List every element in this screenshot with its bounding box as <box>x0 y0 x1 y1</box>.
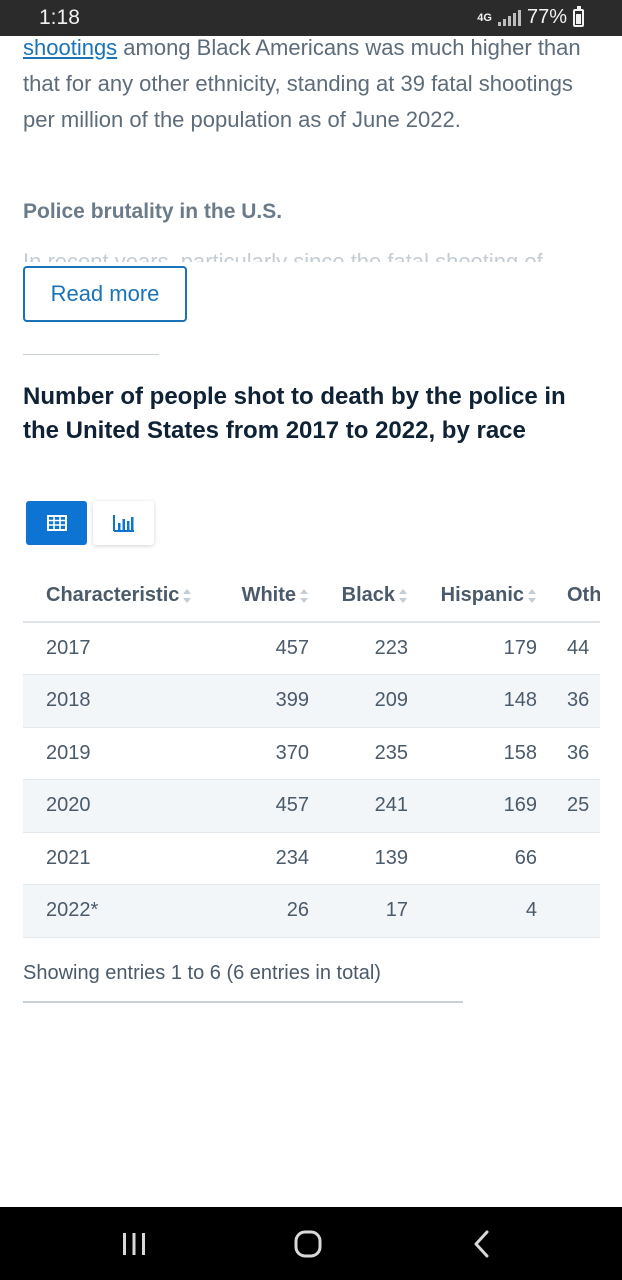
cell-other <box>537 884 600 938</box>
data-table-container[interactable]: Characteristic White Black Hispanic Othe… <box>23 570 600 938</box>
column-header-black[interactable]: Black <box>309 570 408 623</box>
back-icon <box>474 1230 489 1258</box>
back-button[interactable] <box>462 1227 502 1261</box>
column-header-white[interactable]: White <box>205 570 309 623</box>
sort-icon <box>183 588 192 603</box>
table-row: 2020 457 241 169 25 <box>23 779 600 833</box>
cell-black: 139 <box>309 832 408 885</box>
faded-article-text: In recent years, particularly since the … <box>23 249 543 262</box>
cell-black: 223 <box>309 622 408 675</box>
cell-black: 17 <box>309 884 408 938</box>
table-row: 2019 370 235 158 36 <box>23 727 600 780</box>
status-time: 1:18 <box>39 6 80 29</box>
cell-year: 2021 <box>23 832 205 885</box>
cell-year: 2020 <box>23 779 205 833</box>
cell-other <box>537 832 600 885</box>
article-paragraph: shootings among Black Americans was much… <box>23 30 583 138</box>
cell-black: 209 <box>309 674 408 728</box>
table-row: 2018 399 209 148 36 <box>23 674 600 728</box>
data-table: Characteristic White Black Hispanic Othe… <box>23 570 600 938</box>
read-more-button[interactable]: Read more <box>23 266 187 322</box>
table-row: 2021 234 139 66 <box>23 832 600 885</box>
battery-icon <box>573 5 584 27</box>
cell-hispanic: 179 <box>408 622 537 675</box>
article-text: among Black Americans was much higher th… <box>23 35 581 132</box>
cell-hispanic: 158 <box>408 727 537 780</box>
signal-icon <box>497 9 521 26</box>
view-toggle <box>26 501 154 545</box>
network-type: 4G <box>477 11 492 24</box>
table-row: 2022* 26 17 4 <box>23 884 600 938</box>
recent-apps-button[interactable] <box>114 1227 154 1261</box>
bar-chart-icon <box>112 515 134 532</box>
cell-year: 2017 <box>23 622 205 675</box>
status-bar: 1:18 4G 77% <box>0 0 622 36</box>
cell-other: 36 <box>537 674 600 728</box>
chart-view-button[interactable] <box>93 501 154 545</box>
cell-hispanic: 169 <box>408 779 537 833</box>
battery-percent: 77% <box>526 6 567 28</box>
column-header-hispanic[interactable]: Hispanic <box>408 570 537 623</box>
cell-other: 44 <box>537 622 600 675</box>
home-button[interactable] <box>288 1227 328 1261</box>
cell-year: 2019 <box>23 727 205 780</box>
entries-summary: Showing entries 1 to 6 (6 entries in tot… <box>23 962 381 984</box>
cell-white: 399 <box>205 674 309 728</box>
table-row: 2017 457 223 179 44 <box>23 622 600 675</box>
table-view-button[interactable] <box>26 501 87 545</box>
cell-year: 2018 <box>23 674 205 728</box>
cell-other: 36 <box>537 727 600 780</box>
cell-white: 26 <box>205 884 309 938</box>
table-icon <box>46 515 67 531</box>
column-header-other[interactable]: Other <box>537 570 600 623</box>
sort-icon <box>300 588 308 603</box>
horizontal-scrollbar[interactable] <box>23 1001 463 1003</box>
divider <box>23 354 159 355</box>
sort-icon <box>528 588 536 603</box>
cell-white: 370 <box>205 727 309 780</box>
cell-hispanic: 148 <box>408 674 537 728</box>
cell-white: 457 <box>205 622 309 675</box>
shootings-link[interactable]: shootings <box>23 35 118 60</box>
cell-white: 457 <box>205 779 309 833</box>
section-heading: Police brutality in the U.S. <box>23 200 283 223</box>
recent-apps-icon <box>123 1233 145 1255</box>
column-header-characteristic[interactable]: Characteristic <box>23 570 205 623</box>
navigation-bar <box>0 1207 622 1280</box>
cell-hispanic: 4 <box>408 884 537 938</box>
table-header-row: Characteristic White Black Hispanic Othe… <box>23 570 600 623</box>
cell-white: 234 <box>205 832 309 885</box>
cell-black: 235 <box>309 727 408 780</box>
cell-hispanic: 66 <box>408 832 537 885</box>
cell-other: 25 <box>537 779 600 833</box>
chart-title: Number of people shot to death by the po… <box>23 383 566 444</box>
cell-year: 2022* <box>23 884 205 938</box>
status-icons: 4G 77% <box>477 5 584 29</box>
sort-icon <box>399 588 407 603</box>
cell-black: 241 <box>309 779 408 833</box>
home-icon <box>294 1230 322 1258</box>
